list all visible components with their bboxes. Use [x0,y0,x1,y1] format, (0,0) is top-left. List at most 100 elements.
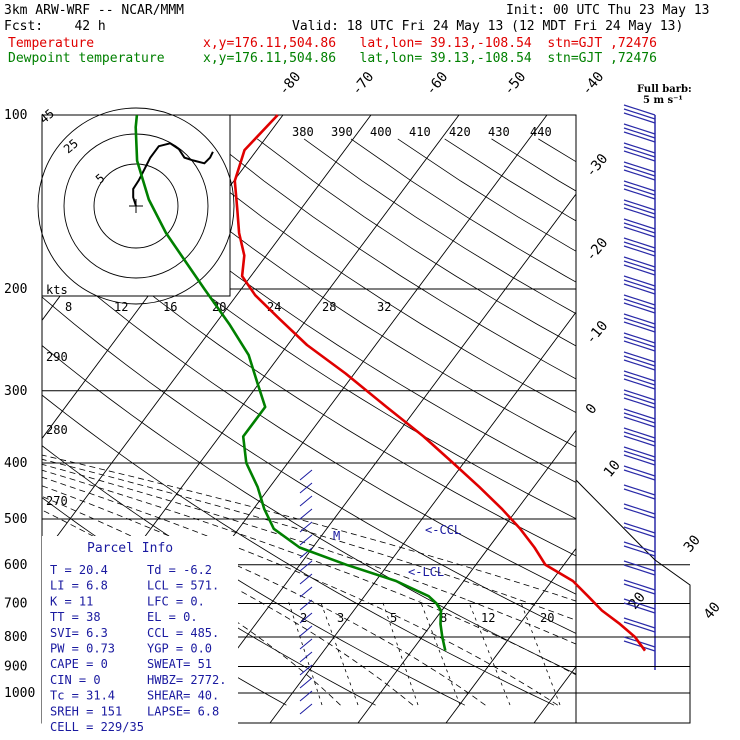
isotherm-label: -80 [276,69,305,99]
parcel-info-box [42,536,238,725]
barb-feather [623,484,656,496]
isotherm-label: 10 [601,457,624,480]
barb-feather [623,351,656,363]
isotherm-label: -20 [583,235,612,265]
wind-barb [623,161,656,181]
pressure-label-800: 800 [4,630,27,645]
barb-feather [623,226,656,238]
pressure-label-400: 400 [4,456,27,471]
surface-barb-tick [299,638,313,650]
mixing-ratio-label: 12 [481,611,495,625]
barb-feather [623,279,656,291]
isotherm [181,193,576,724]
wind-barb [623,598,656,614]
barb-feather [623,564,656,576]
hodograph-speed-label: 16 [163,300,177,314]
ccl-label: <-CCL [425,523,461,537]
dry-adiabat [116,138,576,448]
parcel-row-right: LAPSE= 6.8 [147,704,219,718]
mixing-ratio-line [467,599,511,706]
theta-label: 380 [292,125,314,139]
surface-barb-tick [299,586,313,598]
hodograph-trace [132,142,214,207]
parcel-row-right: YGP = 0.0 [147,642,212,656]
barb-feather [623,416,656,428]
barb-feather [623,389,656,401]
barb-feather [623,142,656,154]
wind-barb [623,313,656,333]
barb-feather [623,283,656,295]
barb-feather [623,640,656,652]
barb-feather [623,355,656,367]
barb-feather [623,488,656,500]
theta-label: 390 [331,125,353,139]
parcel-row-left: T = 20.4 [50,563,108,577]
surface-barb-tick [299,703,313,715]
surface-barb-tick [299,677,313,689]
dry-adiabat [69,138,576,483]
mixing-ratio-line [287,599,323,706]
barb-feather [623,408,656,420]
barb-feather [623,260,656,272]
mixing-ratio-line [381,599,419,706]
dewpoint-line [134,114,447,651]
surface-barb-tick [299,625,313,637]
mixing-ratio-line [319,599,359,706]
barb-feather [623,245,656,257]
barb-feather [623,602,656,614]
wind-barb [623,351,656,371]
dry-adiabat [163,138,576,414]
theta-label: 400 [370,125,392,139]
surface-barb-tick [299,547,313,559]
surface-barb-tick [299,534,313,546]
lcl-label: <-LCL [408,565,444,579]
barb-feather [623,336,656,348]
barb-feather [623,123,656,135]
model-title: 3km ARW-WRF -- NCAR/MMM [4,3,185,18]
hodograph-unit: kts [46,283,68,297]
parcel-row-right: HWBZ= 2772. [147,673,226,687]
barb-feather [623,378,656,390]
moist-adiabat-6 [42,458,576,621]
dry-adiabat [42,156,576,520]
pressure-label-100: 100 [4,108,27,123]
wind-barb [623,389,656,409]
barb-feather [623,446,656,458]
isotherm-label: -30 [583,151,612,181]
isotherm-label: -40 [579,69,608,99]
hodograph-speed-label: 32 [377,300,391,314]
temperature-location: x,y=176.11,504.86 lat,lon= 39.13,-108.54… [203,36,657,51]
mixing-ratio-label: 2 [300,611,307,625]
barb-feather [623,146,656,158]
barb-feather [623,340,656,352]
hodograph-speed-label: 8 [65,300,72,314]
barb-feather [623,450,656,462]
barb-legend-value: 5 m s⁻¹ [643,95,683,106]
wind-barb [623,427,656,447]
barb-feather [623,218,656,230]
dry-adiabat [726,139,740,705]
barb-feather [623,579,656,591]
theta-label: 440 [530,125,552,139]
isotherm [710,115,740,723]
surface-barb-tick [299,612,313,624]
barb-feather [623,256,656,268]
surface-barb-tick [299,508,313,520]
parcel-info-title: Parcel Info [87,541,173,556]
mixing-ratio-label: 8 [440,611,447,625]
theta-label: 270 [46,494,68,508]
moist-adiabat-3 [42,476,559,706]
isotherm-label: -50 [501,69,530,99]
barb-feather [623,621,656,633]
surface-barb-tick [299,690,313,702]
parcel-row-left: CELL = 229/35 [50,720,144,734]
barb-feather [623,469,656,481]
barb-feather [623,412,656,424]
parcel-row-left: CIN = 0 [50,673,101,687]
wind-barb [623,256,656,276]
barb-feather [623,264,656,276]
barb-feather [623,294,656,306]
barb-feather [623,203,656,215]
hodograph-speed-label: 24 [267,300,281,314]
